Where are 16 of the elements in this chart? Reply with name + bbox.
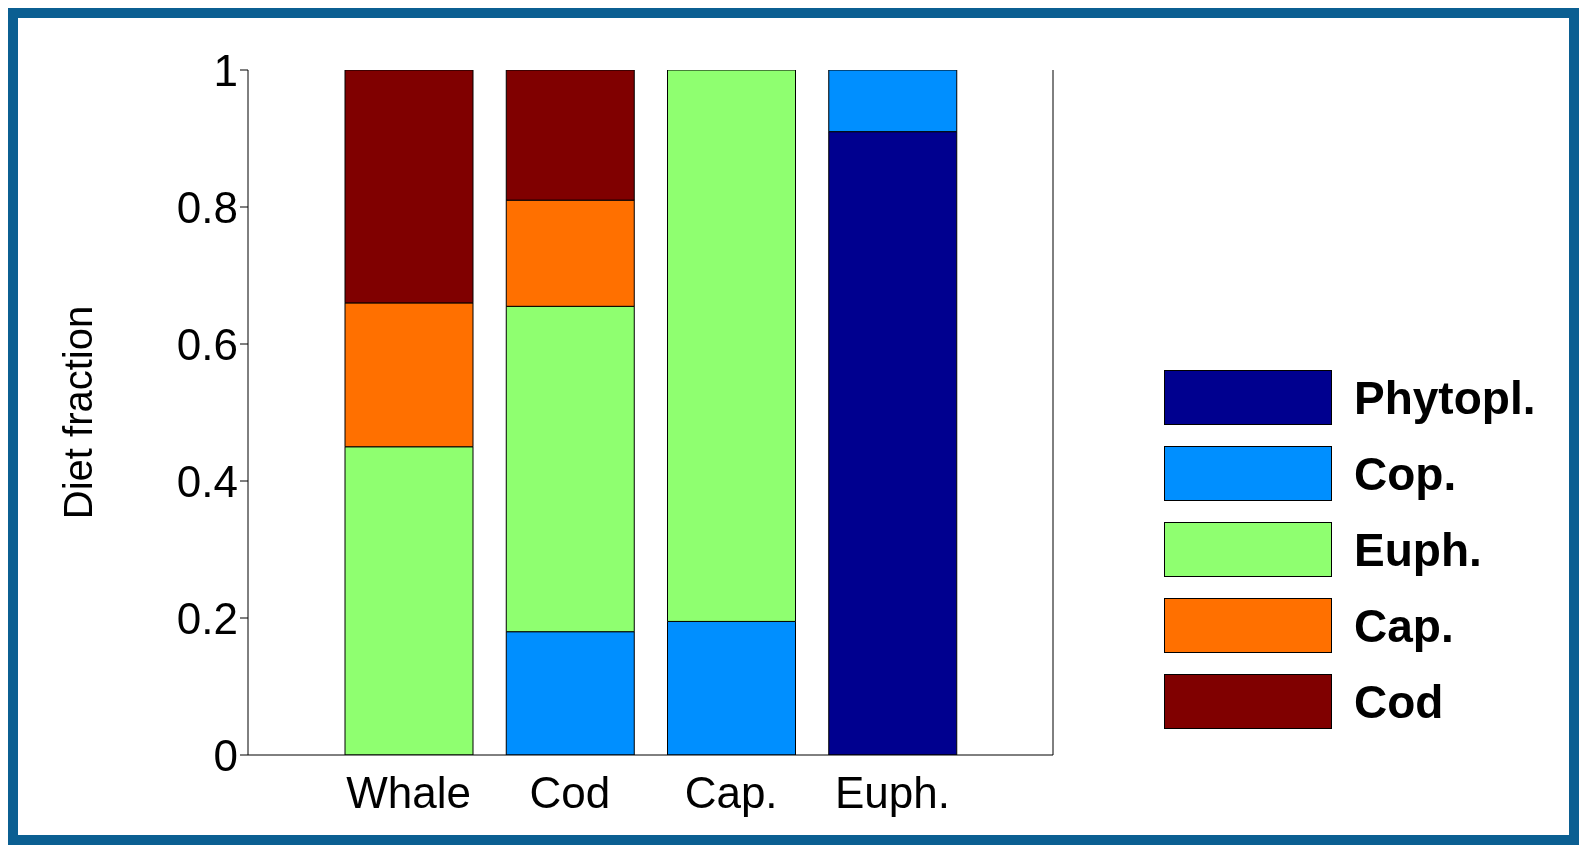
legend-label: Cap.: [1354, 598, 1454, 653]
y-axis-title: Diet fraction: [56, 305, 101, 520]
y-tick-label: 0.4: [176, 456, 238, 506]
x-tick-label: Whale: [346, 768, 471, 818]
legend-label: Euph.: [1354, 522, 1482, 577]
x-tick-label: Cod: [529, 768, 611, 818]
y-tick-label: 0.2: [176, 593, 238, 643]
legend-label: Cop.: [1354, 446, 1457, 501]
legend-label: Phytopl.: [1354, 370, 1536, 425]
x-tick-label: Euph.: [834, 768, 950, 818]
y-tick-label: 0: [213, 730, 238, 780]
x-tick-label: Cap.: [684, 768, 778, 818]
y-tick-label: 0.6: [176, 319, 238, 369]
y-tick-label: 1: [213, 45, 238, 95]
y-tick-label: 0.8: [176, 182, 238, 232]
legend-label: Cod: [1354, 674, 1444, 729]
